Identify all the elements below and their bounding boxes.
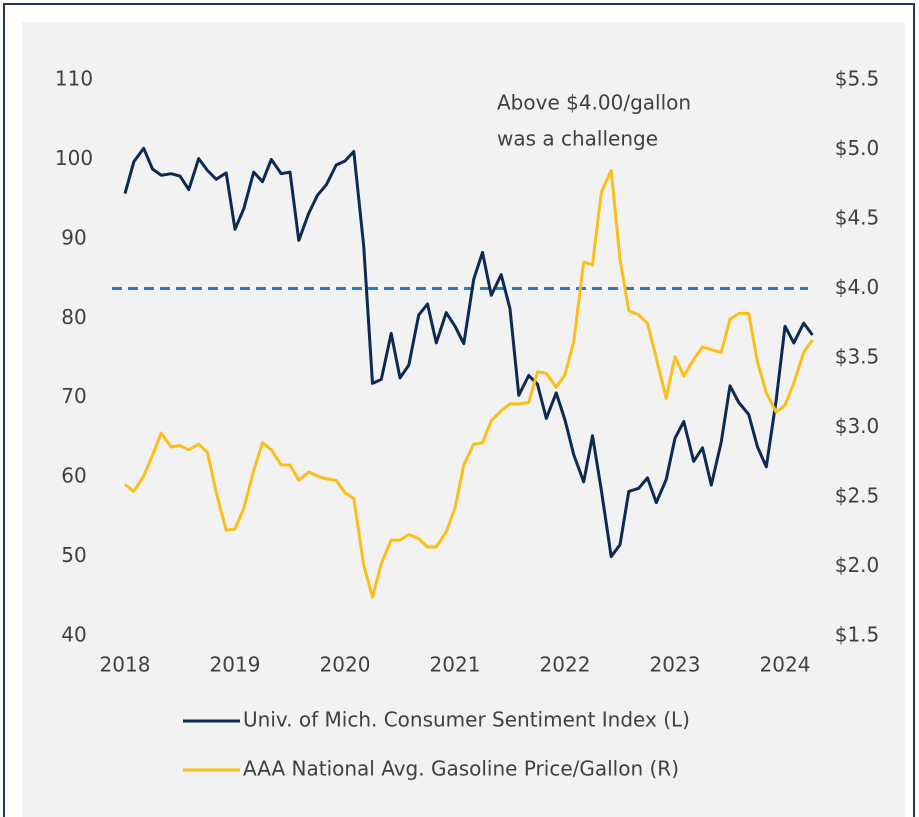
y-tick-label: 90: [61, 225, 86, 249]
y2-tick-label: $3.5: [835, 345, 880, 369]
y-tick-label: 80: [61, 305, 86, 329]
y2-tick-label: $5.0: [835, 136, 880, 160]
legend-label: AAA National Avg. Gasoline Price/Gallon …: [243, 757, 679, 781]
y-tick-label: 110: [55, 67, 93, 91]
annotation: Above $4.00/gallon: [497, 91, 691, 115]
x-tick-label: 2023: [650, 653, 701, 677]
series-line: [124, 168, 814, 599]
y2-tick-label: $1.5: [835, 623, 880, 647]
plot-background: [22, 22, 905, 817]
x-tick-label: 2018: [100, 653, 151, 677]
y-tick-label: 60: [61, 464, 86, 488]
x-tick-label: 2022: [540, 653, 591, 677]
x-tick-label: 2020: [320, 653, 371, 677]
y-tick-label: 40: [61, 623, 86, 647]
y2-tick-label: $5.5: [835, 67, 880, 91]
y2-tick-label: $4.5: [835, 206, 880, 230]
y2-tick-label: $4.0: [835, 275, 880, 299]
y-tick-label: 100: [55, 146, 93, 170]
y2-tick-label: $2.5: [835, 484, 880, 508]
y2-tick-label: $2.0: [835, 553, 880, 577]
annotation: was a challenge: [497, 127, 658, 151]
series-line: [123, 146, 814, 559]
y2-tick-label: $3.0: [835, 414, 880, 438]
y-tick-label: 70: [61, 384, 86, 408]
x-tick-label: 2019: [210, 653, 261, 677]
x-tick-label: 2024: [760, 653, 811, 677]
legend-label: Univ. of Mich. Consumer Sentiment Index …: [243, 708, 690, 732]
y-tick-label: 50: [61, 543, 86, 567]
x-tick-label: 2021: [430, 653, 481, 677]
